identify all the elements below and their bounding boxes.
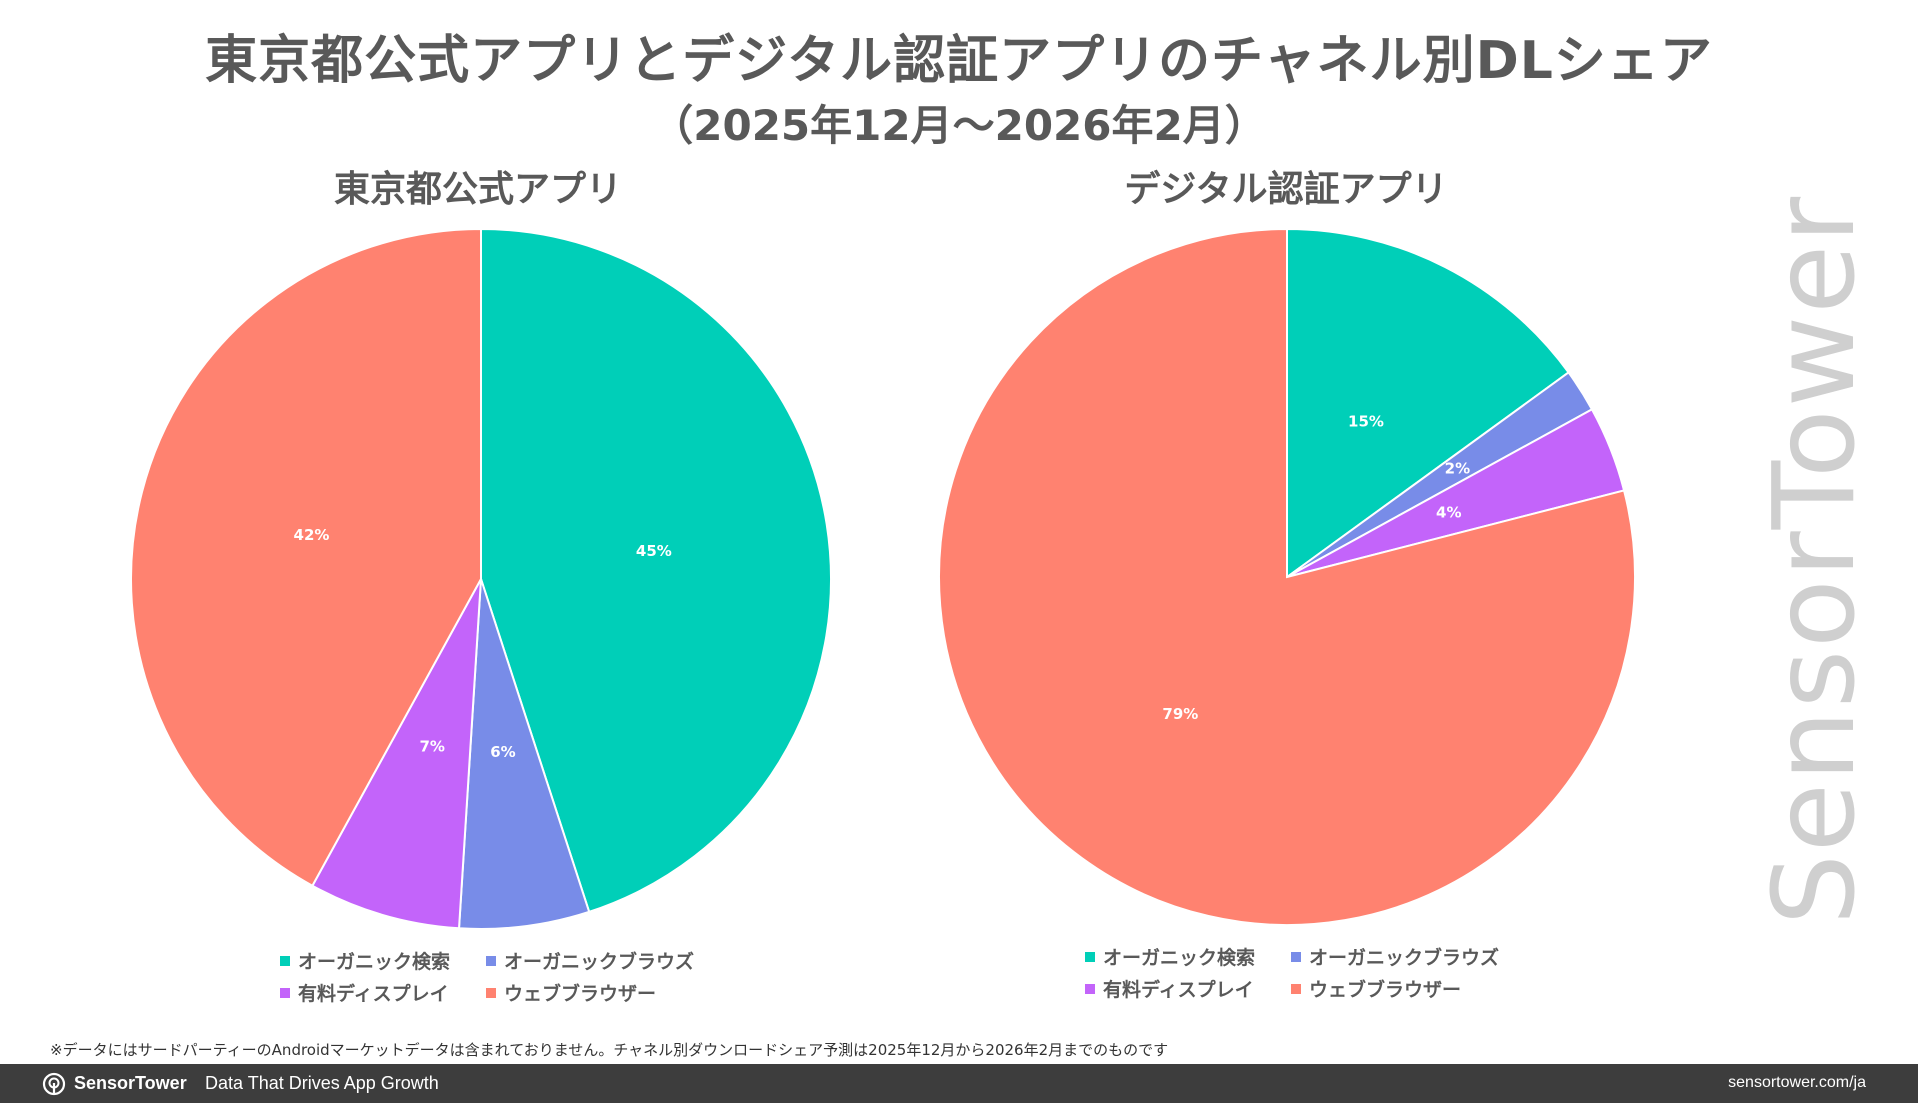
slice-organic-browse [457, 578, 591, 930]
page-title: 東京都公式アプリとデジタル認証アプリのチャネル別DLシェア [205, 31, 1713, 91]
footer-url-link[interactable]: sensortower.com/ja [1728, 1074, 1866, 1091]
legend-label: 有料ディスプレイ [298, 983, 449, 1005]
sensortower-watermark: SensorTower [1745, 145, 1885, 975]
pie-data-label: 2% [1445, 459, 1470, 477]
legend-label: ウェブブラウザー [1309, 979, 1462, 1001]
pie-data-label: 15% [1348, 412, 1384, 430]
pie-chart-tokyo-app: 45% 6% 7% 42% [130, 227, 832, 930]
pie-data-label: 45% [636, 542, 672, 560]
legend-swatch [280, 955, 290, 966]
footer-brand: SensorTower [74, 1073, 187, 1093]
legend-label: ウェブブラウザー [504, 983, 657, 1005]
pie-data-label: 42% [294, 526, 330, 544]
legend-swatch [486, 987, 496, 998]
pie-data-label: 79% [1162, 705, 1198, 723]
legend-swatch [1291, 951, 1301, 962]
legend-item-web-browser: ウェブブラウザー [486, 979, 656, 1006]
pie-data-label: 6% [490, 743, 515, 761]
legend-item-web-browser: ウェブブラウザー [1291, 975, 1461, 1002]
slice-organic-search [1286, 227, 1570, 579]
legend-swatch [1085, 951, 1095, 962]
legend-item-organic-browse: オーガニックブラウズ [486, 947, 694, 974]
legend-label: オーガニックブラウズ [1309, 947, 1500, 969]
legend-swatch [486, 955, 496, 966]
slice-web-browser [130, 227, 482, 888]
footer-tagline: Data That Drives App Growth [205, 1073, 439, 1093]
slice-organic-search [480, 227, 832, 914]
slice-web-browser [938, 227, 1636, 926]
chart-title-tokyo-app: 東京都公式アプリ [333, 169, 622, 210]
footnote: ※データにはサードパーティーのAndroidマーケットデータは含まれておりません… [50, 1041, 1169, 1059]
legend-label: オーガニックブラウズ [504, 951, 695, 973]
legend-item-paid-display: 有料ディスプレイ [1085, 975, 1254, 1002]
legend-label: オーガニック検索 [298, 951, 451, 973]
legend-swatch [280, 987, 290, 998]
footer-bar: SensorTower Data That Drives App Growth … [0, 1064, 1918, 1103]
pie-data-label: 4% [1436, 503, 1461, 521]
legend-item-paid-display: 有料ディスプレイ [280, 979, 449, 1006]
legend-item-organic-search: オーガニック検索 [280, 947, 450, 974]
legend-label: オーガニック検索 [1103, 947, 1256, 969]
legend-item-organic-browse: オーガニックブラウズ [1291, 943, 1499, 970]
chart-title-digital-auth-app: デジタル認証アプリ [1124, 169, 1448, 210]
pie-chart-digital-auth-app: 15% 2% 4% 79% [938, 227, 1636, 926]
legend-item-organic-search: オーガニック検索 [1085, 943, 1255, 970]
slice-paid-display [311, 578, 482, 930]
page-subtitle: （2025年12月〜2026年2月） [651, 101, 1267, 150]
legend-swatch [1291, 983, 1301, 994]
watermark-text: SensorTower [1750, 194, 1880, 926]
pie-data-label: 7% [419, 738, 444, 756]
legend-label: 有料ディスプレイ [1103, 979, 1254, 1001]
sensortower-logo-icon [42, 1072, 66, 1096]
legend-swatch [1085, 983, 1095, 994]
